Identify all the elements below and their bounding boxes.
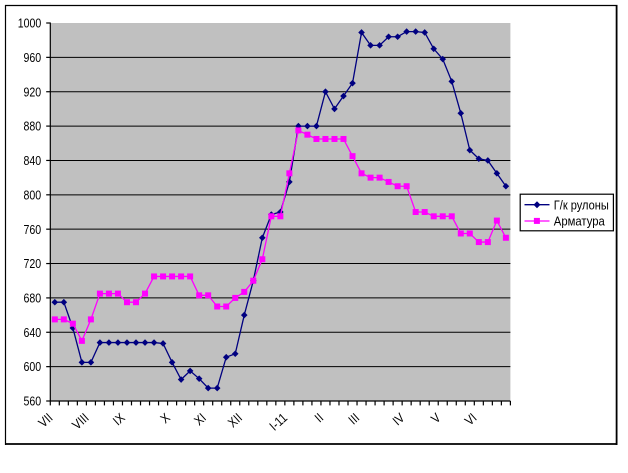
svg-text:800: 800 [24, 187, 42, 202]
svg-text:Г/к рулоны: Г/к рулоны [554, 197, 609, 212]
svg-text:840: 840 [24, 153, 42, 168]
svg-text:Арматура: Арматура [554, 214, 606, 229]
svg-text:560: 560 [24, 394, 42, 409]
svg-text:720: 720 [24, 256, 42, 271]
svg-text:880: 880 [24, 119, 42, 134]
svg-text:920: 920 [24, 84, 42, 99]
svg-text:1000: 1000 [18, 16, 42, 31]
svg-text:640: 640 [24, 325, 42, 340]
svg-text:600: 600 [24, 359, 42, 374]
svg-text:680: 680 [24, 291, 42, 306]
svg-text:960: 960 [24, 50, 42, 65]
svg-text:760: 760 [24, 222, 42, 237]
